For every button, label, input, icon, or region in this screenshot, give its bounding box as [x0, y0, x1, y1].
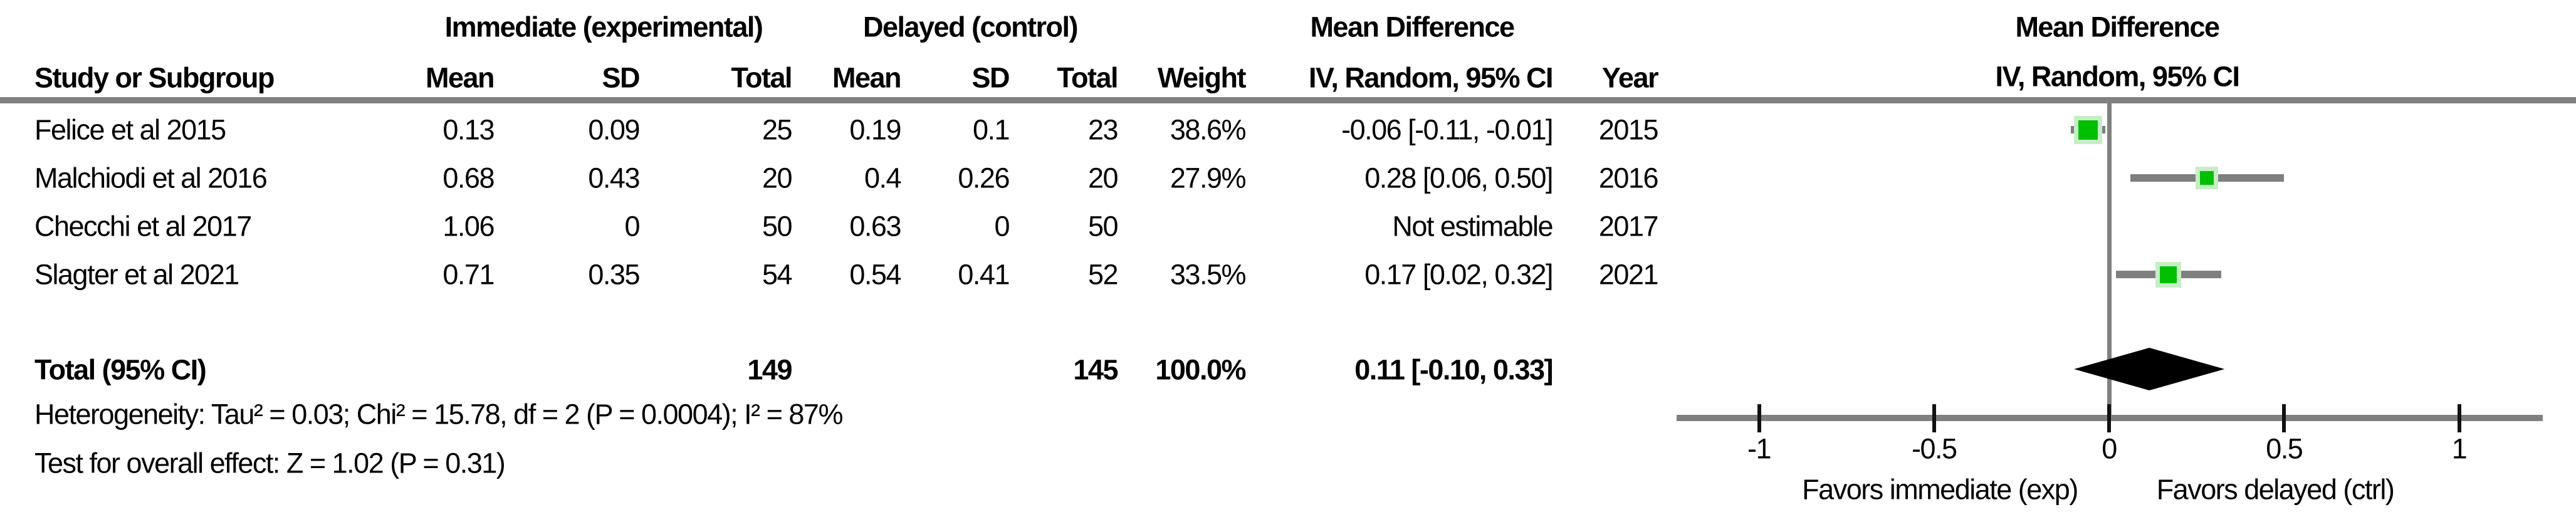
- plot-title: Mean Difference: [2015, 11, 2220, 43]
- row2-weight-cell: 27.9%: [1170, 162, 1247, 194]
- row4-mean1-cell: 0.71: [442, 258, 495, 291]
- row3-total2-cell: 50: [1087, 210, 1119, 243]
- favors-right-caption: Favors delayed (ctrl): [2156, 473, 2395, 506]
- row3-study-cell: Checchi et al 2017: [34, 210, 252, 243]
- x-axis-tick: [2107, 404, 2111, 432]
- column-header-study: Study or Subgroup: [34, 61, 275, 94]
- x-axis-tick-label: 0.5: [2266, 432, 2303, 465]
- row4-year-cell: 2021: [1598, 258, 1659, 291]
- row1-sd2-cell: 0.1: [972, 113, 1010, 146]
- row4-mean2-cell: 0.54: [849, 258, 901, 291]
- row4-sd2-cell: 0.41: [958, 258, 1010, 291]
- total-diamond: [2074, 348, 2225, 390]
- row3-year-cell: 2017: [1598, 210, 1659, 243]
- column-header-weight: Weight: [1157, 61, 1247, 94]
- row3-mean2-cell: 0.63: [849, 210, 901, 243]
- study-square-marker-2: [2196, 167, 2219, 189]
- total-total1-cell: 149: [747, 353, 792, 386]
- row1-total1-cell: 25: [762, 113, 793, 146]
- row2-sd1-cell: 0.43: [588, 162, 640, 194]
- column-header-mean1: Mean: [425, 61, 495, 94]
- x-axis-tick: [1932, 404, 1936, 432]
- total-total2-cell: 145: [1073, 353, 1118, 386]
- group-header-experimental: Immediate (experimental): [444, 11, 763, 43]
- row2-year-cell: 2016: [1598, 162, 1659, 194]
- row3-mean1-cell: 1.06: [442, 210, 495, 243]
- row3-total1-cell: 50: [762, 210, 793, 243]
- plot-subtitle: IV, Random, 95% CI: [1995, 60, 2240, 93]
- column-header-ci: IV, Random, 95% CI: [1309, 61, 1553, 94]
- x-axis-tick: [2282, 404, 2286, 432]
- overall-effect-note: Test for overall effect: Z = 1.02 (P = 0…: [34, 447, 506, 479]
- row1-mean2-cell: 0.19: [849, 113, 901, 146]
- row2-sd2-cell: 0.26: [958, 162, 1010, 194]
- row1-total2-cell: 23: [1087, 113, 1119, 146]
- row2-total1-cell: 20: [762, 162, 793, 194]
- row1-study-cell: Felice et al 2015: [34, 113, 226, 146]
- group-header-mean-difference: Mean Difference: [1310, 11, 1515, 43]
- row2-total2-cell: 20: [1087, 162, 1119, 194]
- study-square-marker-1: [2073, 115, 2102, 144]
- heterogeneity-note: Heterogeneity: Tau² = 0.03; Chi² = 15.78…: [34, 398, 843, 430]
- row4-weight-cell: 33.5%: [1170, 258, 1247, 291]
- x-axis-tick-label: 1: [2451, 432, 2468, 465]
- row2-study-cell: Malchiodi et al 2016: [34, 162, 268, 194]
- study-square-marker-4: [2155, 261, 2182, 288]
- row4-total1-cell: 54: [762, 258, 793, 291]
- x-axis-tick: [1757, 404, 1761, 432]
- x-axis-tick-label: -0.5: [1911, 432, 1957, 465]
- row1-sd1-cell: 0.09: [588, 113, 640, 146]
- column-header-sd2: SD: [971, 61, 1010, 94]
- row1-weight-cell: 38.6%: [1170, 113, 1247, 146]
- row2-ci-cell: 0.28 [0.06, 0.50]: [1364, 162, 1553, 194]
- column-header-total1: Total: [731, 61, 792, 94]
- row3-sd2-cell: 0: [994, 210, 1010, 243]
- column-header-year: Year: [1601, 61, 1659, 94]
- header-separator-line: [0, 97, 2576, 103]
- row3-sd1-cell: 0: [624, 210, 640, 243]
- total-ci-cell: 0.11 [-0.10, 0.33]: [1354, 353, 1553, 386]
- row4-sd1-cell: 0.35: [588, 258, 640, 291]
- column-header-total2: Total: [1057, 61, 1118, 94]
- row3-ci-cell: Not estimable: [1392, 210, 1553, 243]
- column-header-mean2: Mean: [832, 61, 902, 94]
- row4-ci-cell: 0.17 [0.02, 0.32]: [1364, 258, 1553, 291]
- row2-mean2-cell: 0.4: [864, 162, 902, 194]
- x-axis-tick-label: -1: [1747, 432, 1772, 465]
- row4-total2-cell: 52: [1087, 258, 1119, 291]
- total-weight-cell: 100.0%: [1155, 353, 1246, 386]
- total-row-label: Total (95% CI): [34, 353, 207, 386]
- x-axis-tick-label: 0: [2102, 432, 2117, 465]
- x-axis-tick: [2457, 404, 2461, 432]
- row1-year-cell: 2015: [1598, 113, 1659, 146]
- row4-study-cell: Slagter et al 2021: [34, 258, 239, 291]
- column-header-sd1: SD: [602, 61, 640, 94]
- row2-mean1-cell: 0.68: [442, 162, 495, 194]
- group-header-control: Delayed (control): [862, 11, 1079, 43]
- row1-ci-cell: -0.06 [-0.11, -0.01]: [1341, 113, 1553, 146]
- row1-mean1-cell: 0.13: [442, 113, 495, 146]
- zero-effect-line: [2107, 103, 2112, 418]
- favors-left-caption: Favors immediate (exp): [1802, 473, 2078, 506]
